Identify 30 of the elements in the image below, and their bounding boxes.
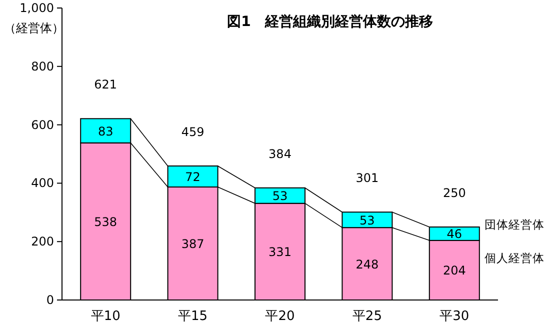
x-tick-label: 平10 (90, 309, 120, 324)
data-label: 331 (268, 245, 292, 260)
series-label: 個人経営体 (484, 251, 544, 266)
total-label: 384 (268, 146, 292, 161)
data-label: 248 (356, 257, 379, 272)
total-label: 301 (356, 171, 379, 186)
data-label: 53 (272, 189, 288, 204)
y-axis-title: （経営体） (4, 21, 64, 35)
total-label: 250 (442, 186, 466, 200)
chart-title: 図1 経営組織別経営体数の推移 (227, 14, 433, 30)
y-tick-label: 800 (31, 59, 54, 74)
x-tick-label: 平25 (352, 309, 382, 324)
data-label: 83 (98, 124, 114, 138)
y-tick-label: 1,000 (20, 1, 54, 15)
y-tick-label: 600 (31, 118, 54, 132)
data-label: 387 (181, 237, 204, 251)
total-label: 621 (94, 78, 118, 92)
x-tick-label: 平30 (440, 309, 470, 324)
data-label: 72 (185, 170, 200, 184)
data-label: 204 (442, 264, 466, 278)
x-tick-label: 平15 (178, 309, 208, 324)
y-tick-label: 400 (31, 176, 54, 190)
y-tick-label: 200 (31, 234, 54, 249)
data-label: 538 (94, 214, 118, 229)
y-tick-label: 0 (46, 293, 54, 307)
series-label: 団体経営体 (484, 217, 544, 232)
total-label: 459 (181, 124, 204, 139)
data-label: 53 (360, 213, 375, 228)
data-label: 46 (446, 227, 462, 242)
x-tick-label: 平20 (265, 309, 295, 324)
